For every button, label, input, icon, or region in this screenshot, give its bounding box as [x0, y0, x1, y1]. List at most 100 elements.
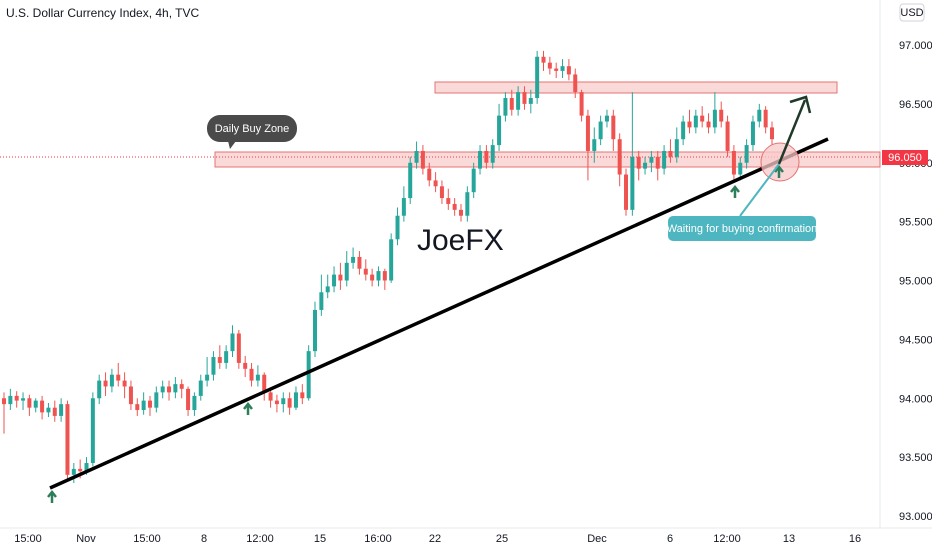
- candles: [2, 50, 774, 484]
- candle: [585, 109, 590, 181]
- daily-buy-zone-callout: Daily Buy Zone: [207, 115, 297, 149]
- candle: [40, 395, 45, 420]
- candle: [211, 351, 216, 381]
- candle: [65, 400, 70, 481]
- time-tick-label: 15:00: [133, 533, 161, 545]
- candle: [300, 384, 305, 405]
- candle: [560, 59, 565, 78]
- arrow-up-icon: [730, 184, 740, 198]
- price-axis[interactable]: 97.00096.50096.00095.50095.00094.50094.0…: [899, 40, 932, 523]
- candle: [471, 162, 476, 199]
- candle: [205, 357, 210, 387]
- arrow-up-icon: [47, 489, 57, 503]
- candle: [71, 463, 76, 484]
- time-tick-label: 12:00: [246, 533, 274, 545]
- candle: [357, 251, 362, 275]
- price-tick-label: 96.500: [899, 99, 932, 111]
- price-tick-label: 93.500: [899, 452, 932, 464]
- confirmation-callout: Waiting for buying confirmation: [667, 163, 818, 241]
- candle: [319, 274, 324, 316]
- candle: [522, 86, 527, 110]
- candle: [179, 379, 184, 399]
- time-tick-label: Dec: [587, 533, 607, 545]
- candle: [484, 145, 489, 169]
- confirmation-label: Waiting for buying confirmation: [667, 223, 818, 235]
- time-tick-label: 16: [849, 533, 861, 545]
- zones: [214, 81, 881, 168]
- candle: [579, 89, 584, 122]
- candle: [249, 362, 254, 387]
- candle: [509, 89, 514, 116]
- candle: [2, 392, 6, 434]
- projection-arrow: [777, 95, 812, 165]
- candle: [281, 392, 286, 413]
- time-tick-label: 8: [201, 533, 207, 545]
- candle: [27, 394, 32, 416]
- time-tick-label: 15:00: [14, 533, 42, 545]
- candle: [293, 386, 298, 411]
- candle: [167, 380, 172, 401]
- candle: [128, 380, 133, 411]
- candle: [535, 50, 540, 104]
- trendline: [49, 137, 829, 490]
- candle: [274, 394, 279, 413]
- candle: [687, 109, 692, 134]
- candle: [116, 362, 121, 387]
- price-tick-label: 93.000: [899, 511, 932, 523]
- candle: [109, 368, 114, 393]
- candle: [236, 329, 241, 369]
- price-tick-label: 95.500: [899, 217, 932, 229]
- current-price-value: 96.050: [888, 152, 922, 164]
- time-tick-label: 6: [667, 533, 673, 545]
- arrow-up-icon: [774, 164, 784, 178]
- candle: [401, 186, 406, 222]
- candle: [433, 172, 438, 193]
- candle: [516, 86, 521, 116]
- time-tick-label: 22: [429, 533, 441, 545]
- candle: [376, 266, 381, 287]
- chart-title: U.S. Dollar Currency Index, 4h, TVC: [6, 6, 200, 20]
- candle: [490, 139, 495, 169]
- candle: [325, 274, 330, 299]
- candle: [268, 388, 273, 408]
- candle: [382, 268, 387, 290]
- candle: [52, 400, 57, 422]
- candle: [198, 374, 203, 401]
- candle: [344, 251, 349, 287]
- candle: [332, 266, 337, 293]
- candle: [611, 109, 616, 151]
- candle: [770, 121, 774, 146]
- candle: [173, 377, 178, 399]
- time-axis[interactable]: 15:00 Nov 15:00 8 12:00 15 16:00 22 25 Dec 6 12:00 1…: [14, 533, 861, 545]
- candle: [712, 92, 717, 134]
- candle: [750, 115, 755, 151]
- resistance-zone: [434, 81, 838, 94]
- candle: [668, 139, 673, 163]
- candle: [503, 92, 508, 122]
- candle: [452, 198, 457, 216]
- candle: [338, 262, 343, 290]
- candle: [624, 168, 629, 216]
- candle: [90, 392, 95, 467]
- candle: [547, 56, 552, 75]
- candle: [243, 355, 248, 378]
- candle: [478, 145, 483, 175]
- candle: [14, 391, 19, 408]
- candle: [408, 156, 413, 204]
- daily-buy-zone-label: Daily Buy Zone: [215, 123, 290, 135]
- price-tick-label: 94.500: [899, 334, 932, 346]
- watermark-text: JoeFX: [417, 224, 504, 257]
- touch-arrows: [47, 164, 784, 503]
- candle: [33, 398, 38, 413]
- candle: [643, 156, 648, 175]
- usd-badge[interactable]: USD: [899, 3, 925, 22]
- candle: [46, 402, 51, 418]
- time-tick-label: 16:00: [364, 533, 392, 545]
- candle: [439, 180, 444, 204]
- candle: [224, 345, 229, 369]
- time-tick-label: 12:00: [713, 533, 741, 545]
- candle: [103, 372, 108, 396]
- candle: [655, 150, 660, 181]
- candle: [21, 392, 26, 411]
